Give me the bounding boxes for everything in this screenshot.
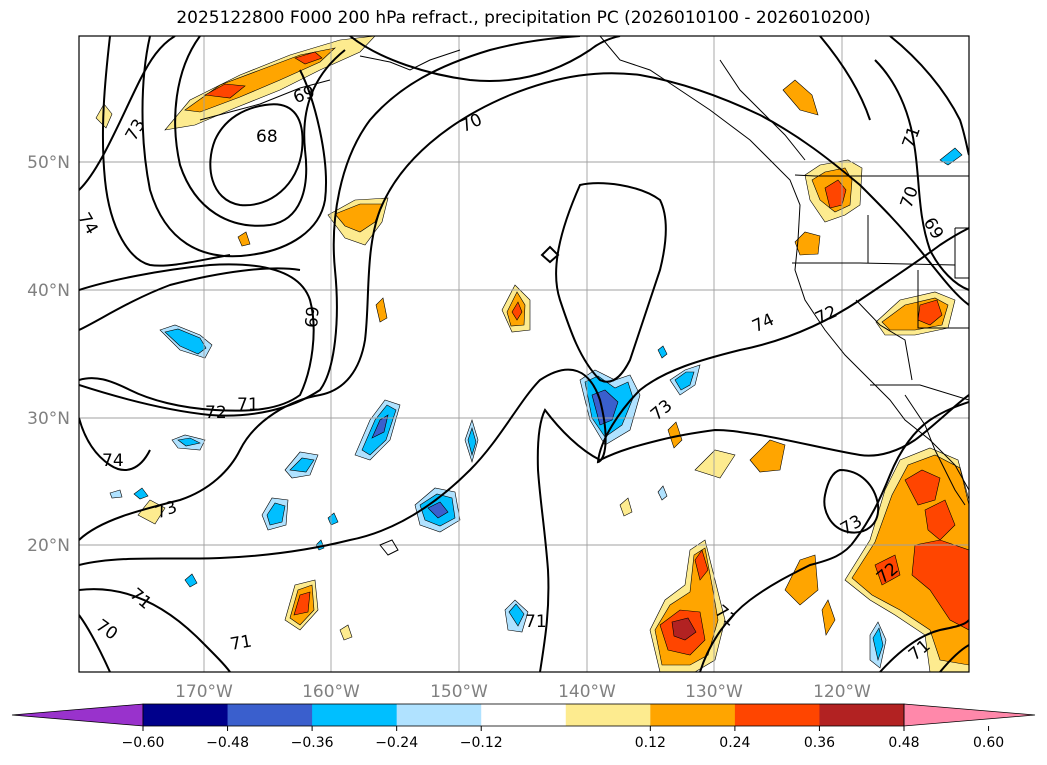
- colorbar-extend-low: [11, 703, 144, 727]
- precip-area: [694, 549, 709, 581]
- precip-area: [821, 599, 836, 636]
- precip-area: [294, 51, 323, 65]
- precip-area: [184, 573, 198, 588]
- colorbar-tick-label: −0.48: [206, 735, 249, 751]
- precip-area: [467, 426, 477, 457]
- precip-area: [924, 499, 956, 541]
- colorbar-segment: [227, 704, 313, 726]
- precip-area: [667, 421, 683, 449]
- map-background: [79, 36, 969, 672]
- precip-area: [204, 83, 246, 99]
- precip-area: [266, 502, 286, 526]
- precip-area: [164, 328, 207, 355]
- contour-label: 71: [525, 612, 547, 632]
- lon-label: 130°W: [685, 682, 743, 702]
- colorbar-tick-label: 0.36: [804, 735, 835, 751]
- colorbar-segment: [650, 704, 736, 726]
- lat-label: 50°N: [27, 153, 70, 173]
- colorbar-tick-label: 0.60: [973, 735, 1004, 751]
- precip-area: [237, 231, 251, 247]
- precip-area: [371, 414, 389, 439]
- precip-area: [339, 624, 353, 641]
- colorbar-outline: [142, 703, 905, 727]
- colorbar-tick-label: 0.48: [888, 735, 919, 751]
- longitude-labels: 170°W 160°W 150°W 140°W 130°W 120°W: [175, 682, 871, 702]
- contour-label: 74: [102, 451, 124, 471]
- colorbar-tick-label: −0.36: [291, 735, 334, 751]
- precip-area: [511, 301, 523, 321]
- map-panel: 73 69 70 68 71 70 69 74 69 74 72 72 71 7…: [73, 35, 970, 673]
- precip-area: [133, 487, 149, 500]
- precip-area: [674, 371, 695, 391]
- precip-area: [293, 591, 311, 616]
- precip-area: [334, 203, 383, 233]
- map-title: 2025122800 F000 200 hPa refract., precip…: [176, 8, 871, 28]
- colorbar-segment: [481, 704, 567, 726]
- colorbar-tick-label: −0.60: [122, 735, 165, 751]
- precip-area: [694, 449, 736, 479]
- precip-area: [874, 554, 901, 586]
- precip-area: [794, 231, 821, 256]
- contour-label: 69: [302, 305, 324, 328]
- colorbar-segment: [396, 704, 482, 726]
- precip-area: [904, 469, 941, 506]
- refractivity-contours: [79, 36, 969, 672]
- contour-label: 71: [229, 631, 254, 654]
- precip-area: [872, 627, 884, 662]
- precip-area: [657, 345, 668, 359]
- graticule: [79, 36, 969, 672]
- colorbar-segment: [565, 704, 651, 726]
- contour-label: 72: [205, 403, 227, 423]
- colorbar-tick-label: 0.12: [635, 735, 666, 751]
- precip-area: [784, 554, 819, 606]
- contour-label: 74: [73, 209, 101, 238]
- precip-area: [177, 437, 201, 447]
- colorbar-segment: [819, 704, 905, 726]
- precip-area: [508, 603, 525, 627]
- colorbar-tick-label: −0.24: [375, 735, 418, 751]
- precip-area: [824, 179, 847, 209]
- precip-area: [657, 485, 668, 501]
- precip-area: [619, 497, 633, 517]
- precip-area: [289, 457, 315, 473]
- precip-area: [671, 617, 697, 641]
- precip-area: [427, 501, 449, 519]
- colorbar-segment: [734, 704, 820, 726]
- latitude-labels: 50°N 40°N 30°N 20°N: [27, 153, 70, 556]
- precip-area: [782, 79, 819, 116]
- colorbar-tick-label: −0.12: [460, 735, 503, 751]
- colorbar-segment: [312, 704, 398, 726]
- lon-label: 140°W: [558, 682, 616, 702]
- colorbar-extend-high: [903, 703, 1036, 727]
- lat-label: 20°N: [27, 536, 70, 556]
- map-frame: [78, 35, 970, 673]
- precip-shading: [95, 36, 969, 672]
- precip-area: [109, 489, 123, 499]
- precip-area: [591, 389, 619, 426]
- precip-area: [939, 147, 963, 166]
- lon-label: 160°W: [302, 682, 360, 702]
- lon-label: 170°W: [175, 682, 233, 702]
- colorbar-segment: [143, 704, 229, 726]
- lat-label: 30°N: [27, 409, 70, 429]
- precip-area: [749, 439, 786, 473]
- colorbar-tick-label: 0.24: [719, 735, 750, 751]
- lon-label: 150°W: [430, 682, 488, 702]
- coastlines: [199, 36, 969, 556]
- precip-area: [327, 512, 339, 526]
- precip-area: [375, 297, 388, 323]
- colorbar: −0.60 −0.48 −0.36 −0.24 −0.12 0.12 0.24 0.36 0.4…: [11, 703, 1036, 751]
- contour-label: 71: [237, 395, 259, 415]
- lat-label: 40°N: [27, 281, 70, 301]
- lon-label: 120°W: [813, 682, 871, 702]
- contour-label: 68: [256, 127, 278, 147]
